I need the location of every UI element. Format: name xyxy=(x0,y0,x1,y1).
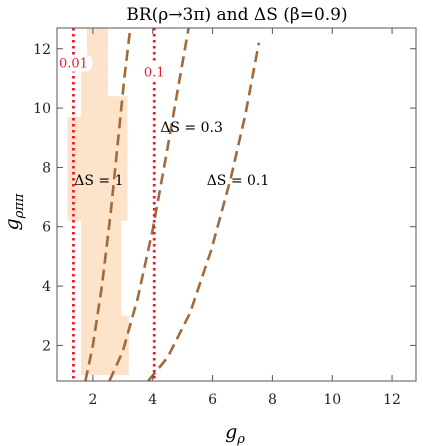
delta-s-curve-layer xyxy=(84,27,261,382)
delta-s-label-1: ΔS = 0.3 xyxy=(160,120,223,136)
allowed-region xyxy=(67,28,129,376)
y-ticks: 2 4 6 8 10 12 xyxy=(33,42,416,354)
y-tick-label-5: 12 xyxy=(33,42,51,58)
delta-s-curve-2 xyxy=(147,42,261,382)
x-tick-label-1: 4 xyxy=(148,392,157,408)
y-tick-label-4: 10 xyxy=(33,101,51,117)
y-tick-label-1: 4 xyxy=(42,279,51,295)
delta-s-label-0: ΔS = 1 xyxy=(74,173,123,189)
br-label-bg-0 xyxy=(54,54,93,72)
allowed-region-layer xyxy=(67,28,129,376)
br-label-1: 0.1 xyxy=(144,65,165,80)
y-tick-label-0: 2 xyxy=(42,338,51,354)
x-tick-label-2: 6 xyxy=(208,392,217,408)
x-tick-label-5: 12 xyxy=(383,392,401,408)
br-label-bg-1 xyxy=(139,63,170,81)
x-axis-label: gρ xyxy=(225,421,245,446)
annotation-layer: ΔS = 1 ΔS = 0.3 ΔS = 0.1 0.01 0.1 xyxy=(54,54,270,189)
delta-s-curve-0 xyxy=(84,27,132,382)
y-axis-label: gρππ xyxy=(1,193,27,230)
br-line-layer xyxy=(72,28,156,381)
x-tick-label-0: 2 xyxy=(88,392,97,408)
delta-s-curve-1 xyxy=(108,27,190,382)
plot-frame xyxy=(56,27,417,382)
br-label-0: 0.01 xyxy=(59,57,88,72)
x-tick-label-4: 10 xyxy=(323,392,341,408)
chart-title: BR(ρ→3π) and ΔS (β=0.9) xyxy=(126,5,347,25)
y-tick-label-3: 8 xyxy=(42,160,51,176)
y-tick-label-2: 6 xyxy=(42,220,51,236)
x-ticks: 2 4 6 8 10 12 xyxy=(88,28,401,408)
delta-s-label-2: ΔS = 0.1 xyxy=(207,173,270,189)
x-tick-label-3: 8 xyxy=(268,392,277,408)
